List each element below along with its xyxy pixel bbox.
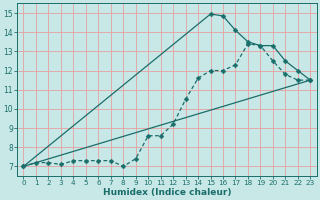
X-axis label: Humidex (Indice chaleur): Humidex (Indice chaleur) [103,188,231,197]
